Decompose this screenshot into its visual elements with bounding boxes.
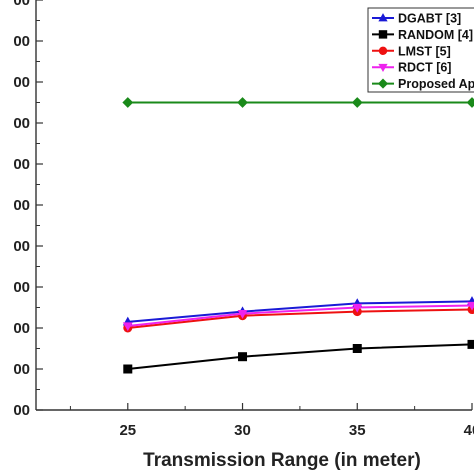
- legend-marker: [378, 46, 388, 55]
- y-tick-label: 00: [13, 156, 30, 173]
- x-tick-label: 25: [119, 422, 136, 439]
- series-line: [127, 343, 473, 370]
- legend-label: LMST [5]: [398, 44, 451, 58]
- series-layer: [122, 97, 474, 374]
- legend-marker: [378, 63, 388, 73]
- x-tick-label: 30: [234, 422, 251, 439]
- y-axis: 00 00 00 00 00 00 00 00 00 00 00: [13, 0, 43, 419]
- series-line: [127, 300, 473, 323]
- y-tick-label: 00: [13, 115, 30, 132]
- y-tick-label: 00: [13, 279, 30, 296]
- data-point: [352, 303, 363, 313]
- series-1: [123, 339, 474, 374]
- series-line: [127, 304, 473, 327]
- data-point: [237, 310, 248, 319]
- data-point: [123, 364, 133, 374]
- data-point: [352, 344, 362, 353]
- series-3: [122, 301, 474, 332]
- legend-marker: [378, 30, 388, 39]
- series-4: [122, 97, 474, 108]
- y-tick-label: 00: [13, 0, 30, 9]
- legend-label: RDCT [6]: [398, 61, 451, 75]
- y-tick-label: 00: [13, 197, 30, 214]
- data-point: [238, 352, 248, 362]
- series-2: [123, 305, 474, 333]
- x-axis: 25 30 35 40: [69, 403, 474, 439]
- y-tick-label: 00: [13, 402, 30, 419]
- y-tick-label: 00: [13, 238, 30, 255]
- legend-label: Proposed Ap: [398, 77, 474, 91]
- y-tick-label: 00: [13, 74, 30, 91]
- data-point: [122, 322, 133, 332]
- x-axis-title: Transmission Range (in meter): [143, 450, 421, 471]
- y-tick-label: 00: [13, 361, 30, 378]
- legend-label: DGABT [3]: [398, 12, 461, 26]
- data-point: [237, 97, 248, 108]
- y-tick-label: 00: [13, 320, 30, 337]
- legend-marker: [377, 78, 389, 89]
- data-point: [467, 339, 474, 349]
- legend-label: RANDOM [4]: [398, 28, 473, 42]
- series-line: [127, 308, 473, 329]
- legend-marker: [378, 13, 388, 22]
- data-point: [351, 97, 363, 108]
- data-point: [122, 97, 134, 108]
- data-point: [467, 301, 474, 311]
- legend: DGABT [3] RANDOM [4] LMST [5] RDCT [6] Propo…: [367, 7, 474, 93]
- x-tick-label: 40: [464, 422, 474, 439]
- y-tick-label: 00: [13, 33, 30, 50]
- x-tick-label: 35: [349, 422, 366, 439]
- data-point: [466, 97, 474, 108]
